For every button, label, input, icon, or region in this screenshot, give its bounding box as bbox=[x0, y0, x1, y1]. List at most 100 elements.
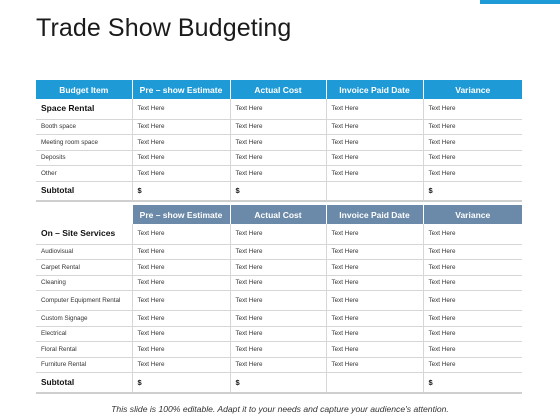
table-cell: Text Here bbox=[423, 310, 522, 327]
row-label: Deposits bbox=[36, 150, 133, 166]
table-cell: Text Here bbox=[132, 224, 231, 245]
table-cell: Text Here bbox=[423, 99, 522, 120]
table-cell: Text Here bbox=[423, 259, 522, 276]
table-cell: Text Here bbox=[326, 99, 424, 120]
table-row: Computer Equipment Rental Text Here Text… bbox=[36, 290, 522, 311]
subtotal-row: Subtotal $ $ $ bbox=[36, 181, 522, 202]
table-cell: Text Here bbox=[326, 326, 424, 342]
table-cell: Text Here bbox=[230, 165, 327, 182]
table-cell: Text Here bbox=[326, 310, 424, 327]
table-cell: Text Here bbox=[132, 341, 231, 358]
table-header-row: Pre – show Estimate Actual Cost Invoice … bbox=[36, 205, 522, 224]
table-cell: Text Here bbox=[230, 357, 327, 373]
table-cell: Text Here bbox=[423, 150, 522, 166]
subtotal-cell: $ bbox=[230, 181, 327, 202]
section-label: Space Rental bbox=[36, 99, 133, 120]
table-cell: Text Here bbox=[230, 119, 327, 135]
table-cell: Text Here bbox=[132, 290, 231, 311]
section-row: On – Site Services Text Here Text Here T… bbox=[36, 224, 522, 245]
table-cell: Text Here bbox=[423, 165, 522, 182]
table-row: Furniture Rental Text Here Text Here Tex… bbox=[36, 357, 522, 373]
table-row: Deposits Text Here Text Here Text Here T… bbox=[36, 150, 522, 166]
table-cell: Text Here bbox=[326, 134, 424, 151]
header-actual-cost: Actual Cost bbox=[230, 80, 327, 99]
table-cell: Text Here bbox=[132, 134, 231, 151]
row-label: Floral Rental bbox=[36, 341, 133, 358]
table-cell: Text Here bbox=[423, 357, 522, 373]
table-cell: Text Here bbox=[230, 310, 327, 327]
table-cell: Text Here bbox=[230, 244, 327, 260]
table-cell: Text Here bbox=[326, 244, 424, 260]
table-header-row: Budget Item Pre – show Estimate Actual C… bbox=[36, 80, 522, 99]
subtotal-cell bbox=[326, 181, 424, 202]
slide-title: Trade Show Budgeting bbox=[36, 14, 292, 42]
table-row: Audiovisual Text Here Text Here Text Her… bbox=[36, 244, 522, 260]
table-cell: Text Here bbox=[230, 290, 327, 311]
table-cell: Text Here bbox=[326, 290, 424, 311]
table-row: Floral Rental Text Here Text Here Text H… bbox=[36, 341, 522, 358]
row-label: Audiovisual bbox=[36, 244, 133, 260]
row-label: Furniture Rental bbox=[36, 357, 133, 373]
table-cell: Text Here bbox=[230, 224, 327, 245]
table-cell: Text Here bbox=[423, 290, 522, 311]
table-row: Custom Signage Text Here Text Here Text … bbox=[36, 310, 522, 327]
header-pre-show-estimate: Pre – show Estimate bbox=[132, 80, 231, 99]
row-label: Electrical bbox=[36, 326, 133, 342]
table-cell: Text Here bbox=[230, 326, 327, 342]
table-cell: Text Here bbox=[326, 357, 424, 373]
table-cell: Text Here bbox=[132, 326, 231, 342]
row-label: Cleaning bbox=[36, 275, 133, 291]
table-cell: Text Here bbox=[132, 310, 231, 327]
table-row: Electrical Text Here Text Here Text Here… bbox=[36, 326, 522, 342]
subtotal-label: Subtotal bbox=[36, 372, 133, 394]
table-cell: Text Here bbox=[132, 99, 231, 120]
row-label: Custom Signage bbox=[36, 310, 133, 327]
footer-note: This slide is 100% editable. Adapt it to… bbox=[111, 404, 449, 414]
table-cell: Text Here bbox=[423, 326, 522, 342]
table-row: Cleaning Text Here Text Here Text Here T… bbox=[36, 275, 522, 291]
row-label: Other bbox=[36, 165, 133, 182]
subtotal-cell: $ bbox=[132, 372, 231, 394]
table-cell: Text Here bbox=[423, 275, 522, 291]
table-cell: Text Here bbox=[230, 275, 327, 291]
table-cell: Text Here bbox=[326, 119, 424, 135]
table-cell: Text Here bbox=[423, 134, 522, 151]
table-cell: Text Here bbox=[326, 224, 424, 245]
row-label: Computer Equipment Rental bbox=[36, 290, 133, 311]
table-row: Booth space Text Here Text Here Text Her… bbox=[36, 119, 522, 135]
table-cell: Text Here bbox=[423, 224, 522, 245]
table-cell: Text Here bbox=[132, 275, 231, 291]
row-label: Carpet Rental bbox=[36, 259, 133, 276]
table-row: Other Text Here Text Here Text Here Text… bbox=[36, 165, 522, 182]
table-cell: Text Here bbox=[230, 134, 327, 151]
table-cell: Text Here bbox=[230, 150, 327, 166]
row-label: Meeting room space bbox=[36, 134, 133, 151]
subtotal-row: Subtotal $ $ $ bbox=[36, 372, 522, 394]
subtotal-cell: $ bbox=[132, 181, 231, 202]
row-label: Booth space bbox=[36, 119, 133, 135]
table-cell: Text Here bbox=[423, 119, 522, 135]
header-invoice-paid-date: Invoice Paid Date bbox=[326, 205, 424, 224]
table-cell: Text Here bbox=[326, 275, 424, 291]
table-cell: Text Here bbox=[132, 150, 231, 166]
table-cell: Text Here bbox=[230, 341, 327, 358]
table-cell: Text Here bbox=[326, 259, 424, 276]
table-cell: Text Here bbox=[326, 341, 424, 358]
header-blank bbox=[36, 205, 133, 224]
header-budget-item: Budget Item bbox=[36, 80, 133, 99]
subtotal-cell bbox=[326, 372, 424, 394]
table-cell: Text Here bbox=[326, 165, 424, 182]
subtotal-cell: $ bbox=[423, 372, 522, 394]
header-pre-show-estimate: Pre – show Estimate bbox=[132, 205, 231, 224]
table-cell: Text Here bbox=[230, 259, 327, 276]
table-cell: Text Here bbox=[326, 150, 424, 166]
section-label: On – Site Services bbox=[36, 224, 133, 245]
subtotal-label: Subtotal bbox=[36, 181, 133, 202]
section-row: Space Rental Text Here Text Here Text He… bbox=[36, 99, 522, 120]
table-cell: Text Here bbox=[132, 357, 231, 373]
on-site-services-table: Pre – show Estimate Actual Cost Invoice … bbox=[36, 205, 522, 394]
top-accent-bar bbox=[480, 0, 560, 4]
table-row: Carpet Rental Text Here Text Here Text H… bbox=[36, 259, 522, 276]
table-cell: Text Here bbox=[423, 244, 522, 260]
table-row: Meeting room space Text Here Text Here T… bbox=[36, 134, 522, 151]
